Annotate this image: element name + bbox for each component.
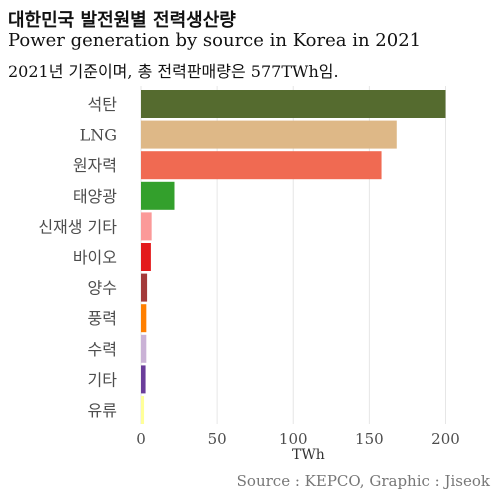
x-tick-label: 100 xyxy=(279,430,308,448)
bar-1 xyxy=(141,90,446,118)
bar-10 xyxy=(141,365,146,394)
category-label: 석탄 xyxy=(88,95,118,114)
bar-3 xyxy=(141,151,382,180)
category-label: 바이오 xyxy=(73,248,117,267)
x-tick-label: 200 xyxy=(431,430,460,448)
category-label: 기타 xyxy=(88,370,118,389)
bar-11 xyxy=(141,396,145,424)
x-axis-title: TWh xyxy=(292,447,325,463)
bar-7 xyxy=(141,273,148,302)
category-label: 원자력 xyxy=(73,156,117,175)
bar-8 xyxy=(141,304,147,333)
bar-5 xyxy=(141,212,152,241)
category-label: LNG xyxy=(80,126,117,145)
x-tick-label: 0 xyxy=(136,430,146,448)
bar-4 xyxy=(141,181,175,210)
x-tick-label: 50 xyxy=(208,430,227,448)
category-label: 양수 xyxy=(88,279,117,298)
category-label: 신재생 기타 xyxy=(38,217,117,236)
category-label: 태양광 xyxy=(73,187,117,206)
x-tick-label: 150 xyxy=(355,430,384,448)
bar-2 xyxy=(141,120,397,149)
category-label: 수력 xyxy=(88,340,117,359)
chart-subtitle-korean: 2021년 기준이며, 총 전력판매량은 577TWh임. xyxy=(8,62,339,81)
chart-title: 대한민국 발전원별 전력생산량 xyxy=(8,10,236,31)
bar-6 xyxy=(141,243,151,271)
chart-subtitle-english: Power generation by source in Korea in 2… xyxy=(8,30,422,51)
bar-9 xyxy=(141,334,147,363)
category-label: 유류 xyxy=(88,401,117,420)
source-caption: Source : KEPCO, Graphic : Jiseok xyxy=(236,472,490,490)
category-label: 풍력 xyxy=(88,309,117,328)
